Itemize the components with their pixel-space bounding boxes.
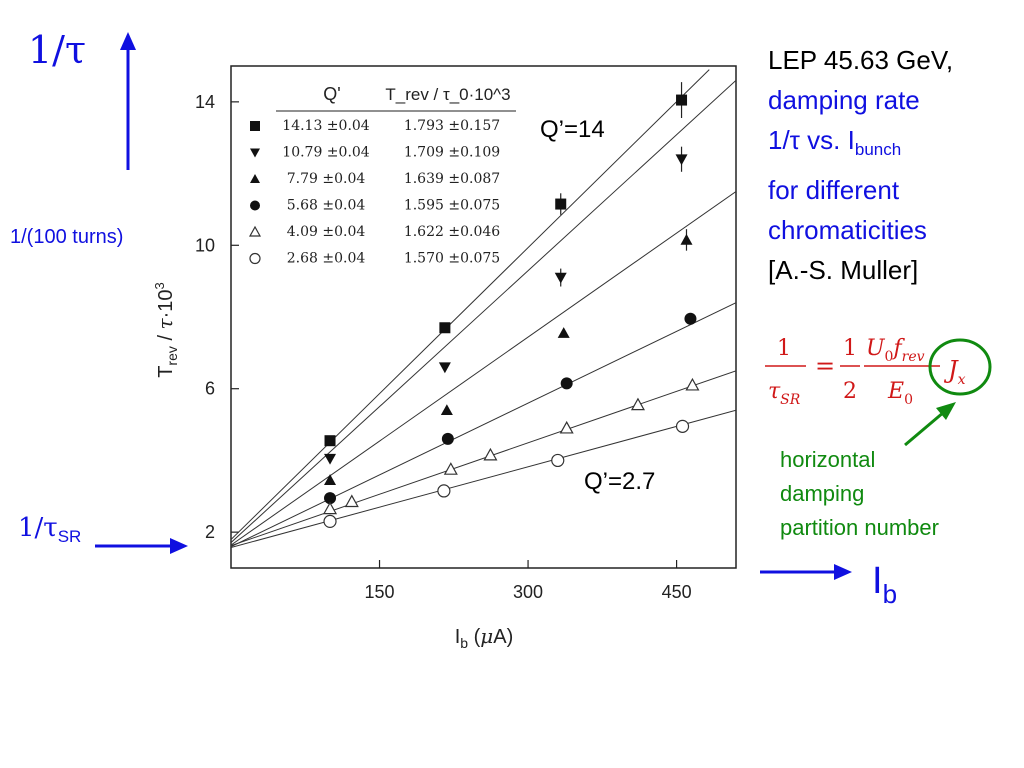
inv-tau-sr-label: 1/τSR: [18, 513, 82, 546]
title-line-4: for different: [768, 175, 900, 205]
data-point-series-2: [675, 154, 688, 166]
turns-label: 1/(100 turns): [10, 226, 124, 248]
legend-t-value: 1.622 ±0.046: [404, 224, 500, 240]
title-line-5: chromaticities: [768, 215, 927, 245]
partition-line-1: horizontal: [780, 447, 876, 472]
data-point-series-5: [685, 377, 700, 391]
legend-t-value: 1.793 ±0.157: [404, 118, 500, 134]
fit-line-5: [231, 370, 736, 547]
legend-marker: [250, 148, 260, 158]
data-point-series-5: [322, 501, 338, 515]
tau-sr-arrow: [95, 538, 188, 554]
formula-frac-den: E0: [887, 379, 913, 408]
damping-formula: 1 τSR = 1 2 U0frev E0 Jx: [765, 336, 992, 408]
data-point-series-6: [437, 484, 451, 498]
legend-marker: [250, 121, 260, 131]
title-line-3: 1/τ vs. Ibunch: [768, 125, 902, 159]
legend-marker: [249, 252, 261, 265]
fit-lines: [231, 69, 736, 549]
data-point-series-6: [551, 453, 565, 468]
data-point-series-2: [438, 362, 451, 374]
y-tick-label: 14: [195, 92, 215, 112]
data-point-series-6: [675, 419, 690, 433]
fit-line-1: [231, 69, 710, 540]
data-point-series-6: [323, 514, 337, 528]
data-point-series-2: [554, 272, 567, 284]
legend-t-value: 1.709 ±0.109: [404, 145, 500, 161]
legend-t-value: 1.595 ±0.075: [404, 198, 500, 214]
legend-marker: [250, 174, 260, 183]
data-point-series-5: [344, 494, 359, 508]
partition-arrow: [904, 402, 956, 447]
ib-arrow: [760, 564, 852, 580]
fit-line-2: [231, 79, 736, 543]
data-point-series-5: [630, 397, 645, 411]
data-point-series-1: [324, 435, 336, 447]
legend-header-q: Q': [323, 84, 340, 104]
q-high-label: Q’=14: [540, 116, 605, 143]
data-point-series-4: [324, 492, 337, 505]
data-point-series-5: [443, 462, 458, 475]
data-point-series-1: [555, 198, 567, 210]
legend-header-t: T_rev / τ_0·10^3: [385, 85, 510, 104]
data-point-series-1: [439, 322, 451, 334]
x-tick-label: 150: [365, 582, 395, 602]
data-point-series-4: [560, 377, 573, 390]
legend-marker: [250, 200, 260, 211]
inv-tau-label: 1/τ: [28, 28, 87, 72]
x-tick-label: 450: [662, 582, 692, 602]
legend-q-value: 7.79 ±0.04: [287, 171, 366, 187]
formula-lhs-num: 1: [777, 336, 791, 361]
plot-frame: [230, 65, 737, 569]
up-arrow: [120, 32, 136, 170]
title-line-6: [A.-S. Muller]: [768, 255, 919, 285]
data-point-series-3: [324, 474, 337, 485]
legend-t-value: 1.570 ±0.075: [404, 251, 500, 267]
data-point-series-3: [680, 233, 693, 245]
legend-q-value: 4.09 ±0.04: [287, 224, 366, 240]
legend-q-value: 14.13 ±0.04: [282, 118, 370, 134]
x-axis-label: Ib (μA): [455, 624, 514, 651]
data-point-series-3: [440, 404, 453, 416]
legend-q-value: 10.79 ±0.04: [282, 145, 370, 161]
partition-line-2: damping: [780, 481, 865, 506]
formula-half-num: 1: [843, 336, 857, 361]
formula-half-den: 2: [843, 379, 857, 404]
fit-line-6: [231, 409, 736, 549]
title-block: LEP 45.63 GeV, damping rate 1/τ vs. Ibun…: [768, 40, 953, 290]
legend-q-value: 5.68 ±0.04: [287, 198, 366, 214]
data-point-series-5: [559, 420, 574, 434]
q-low-label: Q’=2.7: [584, 468, 656, 495]
data-point-series-4: [684, 312, 697, 325]
title-line-1: LEP 45.63 GeV,: [768, 45, 954, 75]
formula-jx: Jx: [943, 356, 966, 388]
formula-lhs-den: τSR: [768, 379, 801, 408]
legend-q-value: 2.68 ±0.04: [287, 251, 366, 267]
ib-label: Ib: [872, 560, 898, 609]
data-point-series-5: [483, 447, 498, 461]
y-axis-label: Trev / τ·103: [152, 282, 180, 378]
y-tick-label: 2: [205, 522, 215, 542]
formula-eq: =: [815, 352, 835, 380]
fit-line-4: [231, 302, 736, 548]
legend-marker: [248, 225, 262, 237]
data-point-series-1: [676, 94, 688, 106]
fit-line-3: [231, 191, 736, 546]
partition-annotation: horizontal damping partition number: [780, 443, 939, 545]
data-point-series-2: [324, 453, 337, 465]
y-tick-label: 10: [195, 235, 215, 255]
partition-line-3: partition number: [780, 515, 939, 540]
formula-frac-num: U0frev: [866, 336, 925, 365]
x-tick-label: 300: [513, 582, 543, 602]
legend-t-value: 1.639 ±0.087: [404, 171, 500, 187]
title-line-2: damping rate: [768, 85, 920, 115]
y-tick-label: 6: [205, 379, 215, 399]
jx-highlight-circle: [928, 338, 992, 396]
data-point-series-3: [557, 327, 570, 338]
data-point-series-4: [441, 432, 454, 445]
